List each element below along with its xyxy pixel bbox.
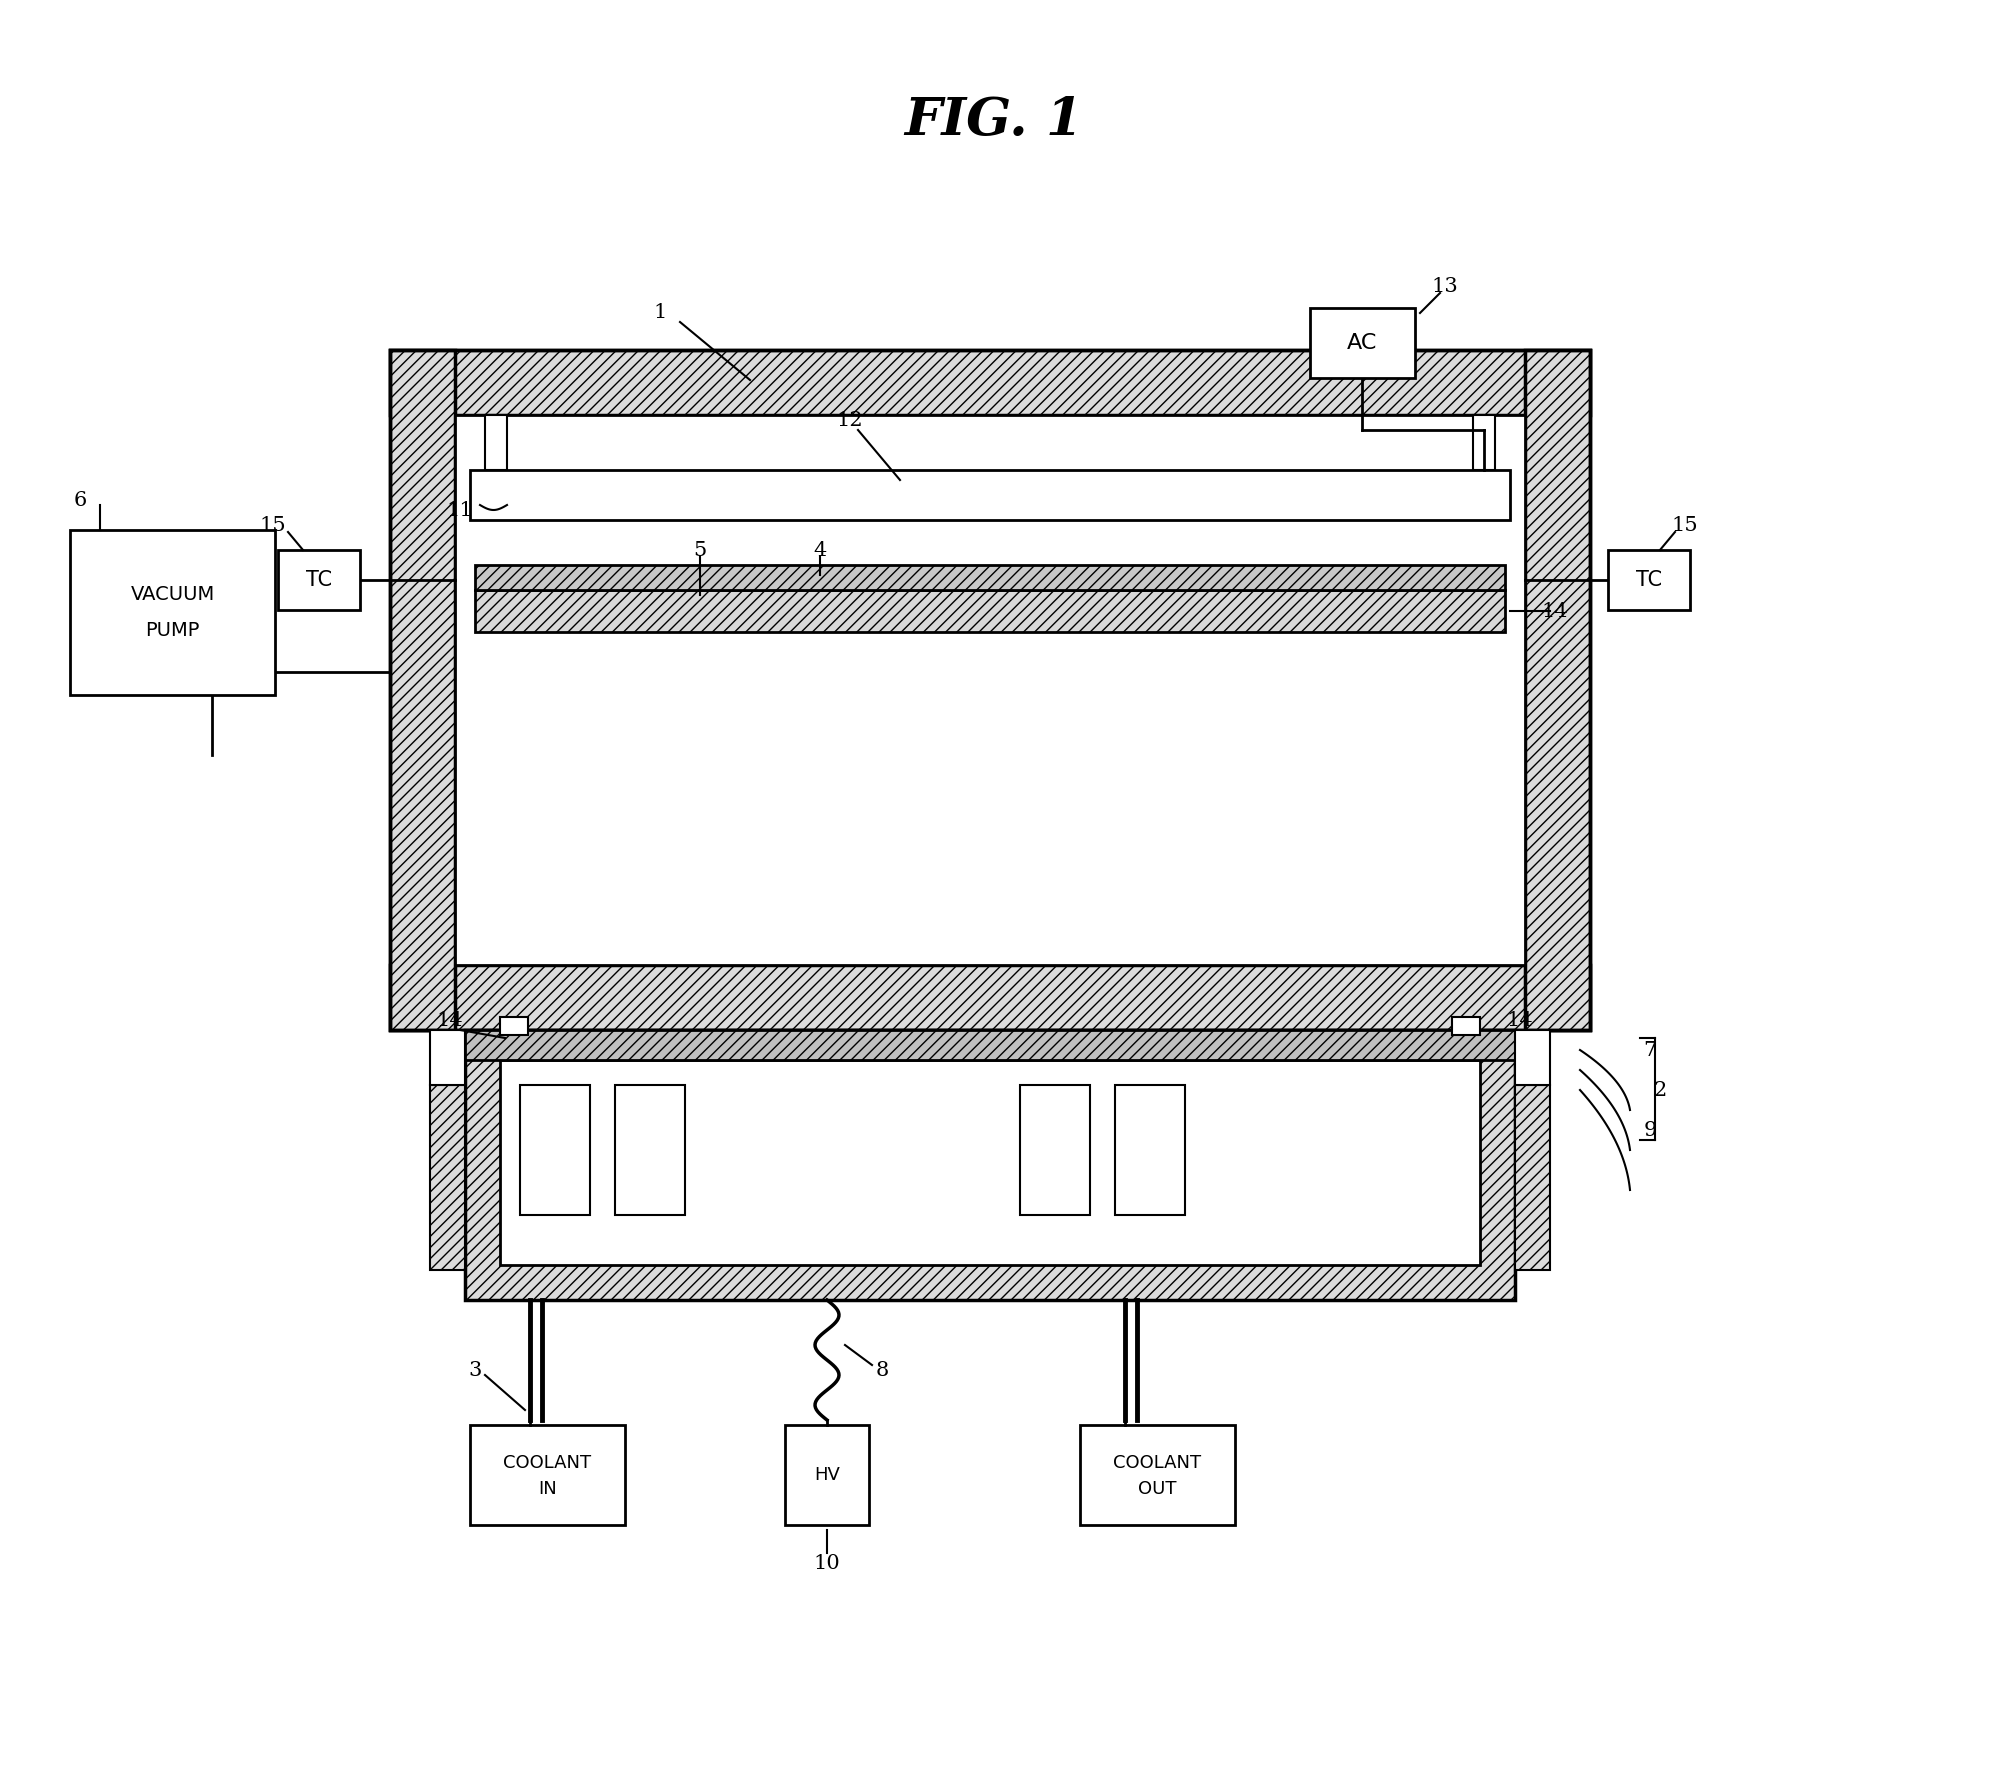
Text: 12: 12 [837, 410, 863, 430]
Bar [1116, 1084, 1185, 1215]
Text: 5: 5 [694, 541, 706, 559]
Bar [1516, 1030, 1549, 1084]
Text: 14: 14 [1508, 1011, 1534, 1029]
Bar [1311, 308, 1414, 378]
Bar [499, 1061, 1480, 1265]
Text: PUMP: PUMP [145, 622, 199, 640]
Text: 7: 7 [1643, 1041, 1657, 1059]
Text: 3: 3 [467, 1360, 481, 1380]
Bar [455, 416, 1526, 966]
Text: HV: HV [814, 1466, 839, 1484]
Text: TC: TC [1635, 570, 1663, 590]
Bar [1452, 1018, 1480, 1036]
Text: COOLANT: COOLANT [503, 1453, 591, 1471]
Bar [1474, 416, 1496, 470]
Bar [430, 1084, 465, 1271]
Text: 8: 8 [875, 1360, 889, 1380]
Bar [1080, 1425, 1235, 1525]
Bar [455, 416, 1526, 966]
Bar [475, 590, 1506, 633]
Text: FIG. 1: FIG. 1 [905, 95, 1084, 145]
Bar [519, 1084, 591, 1215]
Text: 15: 15 [261, 516, 286, 534]
Bar [430, 1030, 465, 1084]
Text: 14: 14 [1541, 602, 1567, 620]
Text: COOLANT: COOLANT [1114, 1453, 1201, 1471]
Text: 2: 2 [1653, 1081, 1667, 1100]
Bar [475, 564, 1506, 590]
Bar [278, 550, 360, 609]
Bar [390, 966, 1589, 1030]
Text: OUT: OUT [1138, 1480, 1177, 1498]
Text: AC: AC [1347, 333, 1378, 353]
Bar [469, 470, 1510, 520]
Bar [499, 1018, 527, 1036]
Bar [70, 530, 274, 695]
Bar [465, 1030, 1516, 1299]
Bar [390, 349, 1589, 1030]
Text: 11: 11 [448, 500, 473, 520]
Text: 14: 14 [438, 1011, 463, 1029]
Bar [1526, 349, 1589, 1030]
Bar [485, 416, 507, 470]
Text: 13: 13 [1432, 276, 1458, 296]
Text: 6: 6 [74, 491, 88, 509]
Text: 10: 10 [814, 1554, 841, 1573]
Text: VACUUM: VACUUM [131, 584, 215, 604]
Text: 4: 4 [814, 541, 827, 559]
Bar [615, 1084, 684, 1215]
Text: TC: TC [306, 570, 332, 590]
Bar [465, 1030, 1516, 1061]
Bar [1607, 550, 1691, 609]
Bar [390, 349, 455, 1030]
Text: 15: 15 [1671, 516, 1699, 534]
Text: IN: IN [539, 1480, 557, 1498]
Text: 9: 9 [1643, 1120, 1657, 1140]
Bar [1020, 1084, 1090, 1215]
Bar [786, 1425, 869, 1525]
Bar [469, 1425, 625, 1525]
Text: 1: 1 [652, 303, 666, 321]
Bar [1516, 1084, 1549, 1271]
Bar [390, 349, 1589, 416]
